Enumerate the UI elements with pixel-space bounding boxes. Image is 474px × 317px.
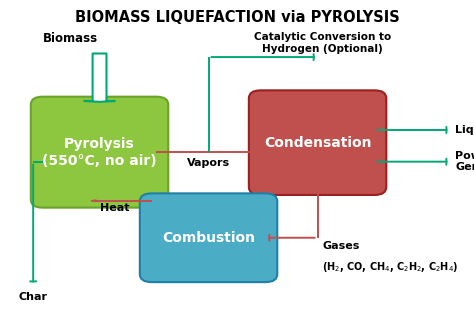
Text: BIOMASS LIQUEFACTION via PYROLYSIS: BIOMASS LIQUEFACTION via PYROLYSIS	[74, 10, 400, 24]
Text: Vapors: Vapors	[187, 158, 230, 169]
Text: (H$_2$, CO, CH$_4$, C$_2$H$_2$, C$_2$H$_4$): (H$_2$, CO, CH$_4$, C$_2$H$_2$, C$_2$H$_…	[322, 260, 459, 274]
Text: Power
Generation: Power Generation	[455, 151, 474, 172]
Text: Char: Char	[18, 292, 48, 302]
Text: Combustion: Combustion	[162, 231, 255, 245]
Text: Condensation: Condensation	[264, 136, 371, 150]
FancyBboxPatch shape	[249, 90, 386, 195]
Text: Heat: Heat	[100, 203, 129, 213]
Text: Biomass: Biomass	[43, 31, 98, 45]
Text: Pyrolysis
(550°C, no air): Pyrolysis (550°C, no air)	[42, 137, 157, 168]
Text: Catalytic Conversion to
Hydrogen (Optional): Catalytic Conversion to Hydrogen (Option…	[254, 32, 391, 54]
FancyBboxPatch shape	[140, 193, 277, 282]
FancyBboxPatch shape	[31, 97, 168, 208]
Text: Gases: Gases	[322, 241, 360, 251]
Text: Liquids: Liquids	[455, 125, 474, 135]
